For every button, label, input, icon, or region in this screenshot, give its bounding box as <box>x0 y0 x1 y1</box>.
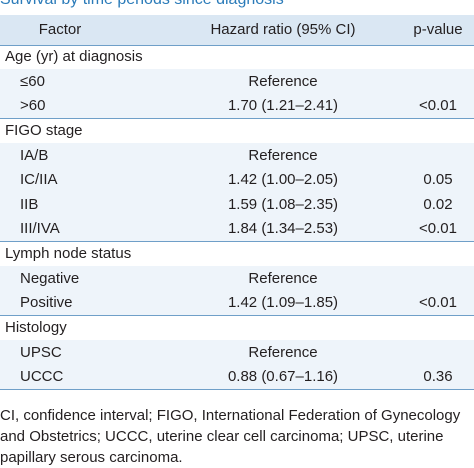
factor: UCCC <box>20 368 64 385</box>
p-value: <0.01 <box>419 294 457 311</box>
footnote: CI, confidence interval; FIGO, Internati… <box>0 407 461 466</box>
hazard-ratio: Reference <box>248 269 318 287</box>
hazard-ratio: Reference <box>248 146 318 164</box>
rule <box>0 118 474 120</box>
hazard-ratio: 1.84 (1.34–2.53) <box>227 220 339 237</box>
factor: IC/IIA <box>20 171 58 188</box>
header-cell: p-value <box>413 21 463 38</box>
p-value: <0.01 <box>419 97 457 114</box>
header-band <box>0 15 474 45</box>
group-label: Lymph node status <box>5 245 132 262</box>
rule <box>0 241 474 243</box>
factor: III/IVA <box>20 220 60 237</box>
row-band <box>0 69 474 119</box>
factor: ≤60 <box>20 72 45 90</box>
rule <box>0 389 474 391</box>
hazard-ratio: 1.42 (1.00–2.05) <box>227 171 339 188</box>
header-cell: Hazard ratio (95% CI) <box>210 21 356 38</box>
factor: >60 <box>20 97 46 114</box>
group-label: Histology <box>5 319 67 336</box>
hazard-ratio: Reference <box>248 343 318 361</box>
p-value: 0.02 <box>423 195 453 213</box>
factor: UPSC <box>20 343 62 361</box>
row-band <box>0 266 474 316</box>
header-cell: Factor <box>38 21 82 38</box>
p-value: 0.36 <box>423 368 453 385</box>
group-label: Age (yr) at diagnosis <box>5 48 143 65</box>
hazard-ratio: 1.42 (1.09–1.85) <box>227 294 339 311</box>
factor: Negative <box>20 269 80 287</box>
p-value: <0.01 <box>419 220 457 237</box>
hazard-ratio: 1.59 (1.08–2.35) <box>227 195 339 213</box>
factor: IIB <box>20 195 39 213</box>
hazard-ratio: Reference <box>248 72 318 90</box>
group-label: FIGO stage <box>5 122 83 139</box>
row-band <box>0 143 474 242</box>
hazard-ratio: 0.88 (0.67–1.16) <box>227 368 339 385</box>
rule <box>0 315 474 317</box>
hazard-ratio: 1.70 (1.21–2.41) <box>227 97 339 114</box>
factor: IA/B <box>20 146 49 164</box>
table-title: Survival by time periods since diagnosis <box>0 0 284 9</box>
rule <box>0 45 474 46</box>
p-value: 0.05 <box>423 171 453 188</box>
factor: Positive <box>20 294 73 311</box>
row-band <box>0 340 474 390</box>
